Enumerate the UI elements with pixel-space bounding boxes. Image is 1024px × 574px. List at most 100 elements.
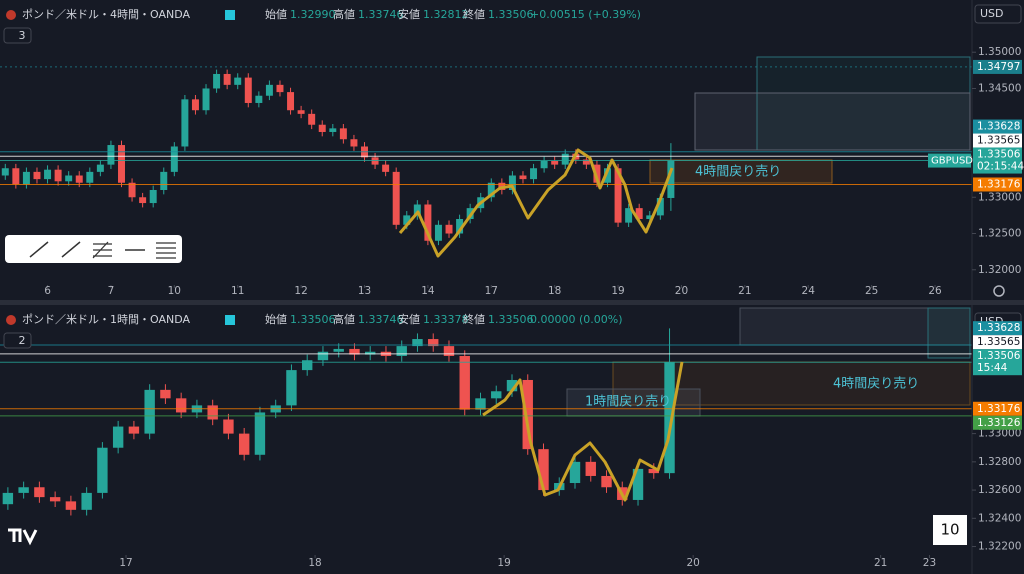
candle-body [244,77,252,103]
stat-value: 1.33506 [290,313,336,326]
candle-body [301,360,313,371]
candle-body [22,171,30,185]
symbol-tag [928,153,971,168]
candle-body [238,433,250,455]
candle-body [44,169,52,180]
price-tag-label: 1.33176 [977,403,1021,415]
candle-body [65,501,77,510]
marks [0,66,972,516]
candle-body [118,145,125,183]
corner-label: 10 [940,521,959,539]
candle-body [144,389,155,434]
stat-name: 終値 [463,7,485,21]
candle-body [234,77,242,85]
status-icon [225,315,235,325]
x-tick-label: 21 [874,557,887,569]
candle-body [318,124,326,132]
price-tag [973,321,1022,336]
x-tick-label: 20 [675,285,688,297]
candle-body [635,208,643,220]
currency-box[interactable] [974,4,1022,24]
candle-body [614,168,622,223]
price-axis [972,0,1024,574]
y-tick-label: 1.32000 [978,264,1021,276]
stat-name: 始値 [265,7,287,21]
price-tag-label: 1.33565 [977,336,1020,348]
candle-body [487,182,495,198]
candle-body [75,175,83,183]
drawing-toolbar [5,235,182,263]
stat-value: 1.33378 [423,313,469,326]
tool-icon[interactable] [92,241,112,259]
candle-body [625,208,633,223]
candle-body [107,145,115,165]
x-tick-label: 19 [497,557,510,569]
candle-body [424,204,432,241]
candle-body [1,168,9,176]
candle-body [582,159,590,165]
x-tick-label: 26 [928,285,942,297]
candle-body [551,160,559,165]
x-tick-label: 14 [421,285,435,297]
price-tag [973,401,1022,416]
x-tick-label: 23 [923,557,936,569]
price-tag [973,59,1022,74]
candle-body [412,339,423,347]
annotation-box [566,388,701,417]
candle-body [286,370,297,406]
candle-body [601,475,612,488]
candle-body [604,168,611,183]
badge-box [3,332,32,349]
candle-body [667,160,675,198]
price-tag-label: 1.33126 [977,417,1021,429]
tool-icon[interactable] [29,241,49,258]
candle-body [308,113,316,125]
candle-body [207,405,218,420]
y-tick-label: 1.32600 [978,484,1021,496]
candle-body [181,99,189,147]
candle-body [561,153,569,165]
candle-body [445,224,453,234]
candle-body [396,346,407,356]
candle-body [540,160,548,169]
candle-body [33,171,41,180]
x-tick-label: 11 [231,285,244,297]
symbol-icon [6,10,16,20]
candle-body [170,146,178,172]
x-tick-label: 10 [168,285,181,297]
badge: 2 [19,334,26,347]
settings-icon[interactable] [993,285,1005,297]
logo [8,528,38,546]
candle-body [65,175,73,182]
y-tick-label: 1.32400 [978,512,1021,524]
price-tag-label: 1.33628 [977,322,1020,334]
candle-body [202,88,210,111]
candle-body [569,461,581,484]
candle-body [632,468,644,500]
price-tag [973,133,1022,148]
candle-body [254,412,266,455]
candle-body [34,487,45,498]
candle-body [365,351,376,355]
candle-body [223,419,234,434]
symbol-label: GBPUSD [931,156,973,167]
x-tick-label: 20 [686,557,699,569]
candle-body [97,447,108,493]
candle-body [276,84,284,93]
currency: USD [980,7,1004,20]
candle-body [96,164,104,172]
stat-value: 1.33746 [358,313,404,326]
candle-body [646,215,654,220]
stat-name: 始値 [265,312,287,326]
chart-title: ポンド／米ドル・4時間・OANDA [22,8,190,21]
candle-body [333,348,344,352]
tool-icon[interactable] [156,242,176,259]
stat-value: 1.33746 [358,8,404,21]
x-tick-label: 24 [802,285,816,297]
candle-body [585,461,596,476]
tool-icon[interactable] [61,241,81,258]
zone [694,92,971,151]
candle-body [54,169,62,182]
candle-body [413,204,421,216]
